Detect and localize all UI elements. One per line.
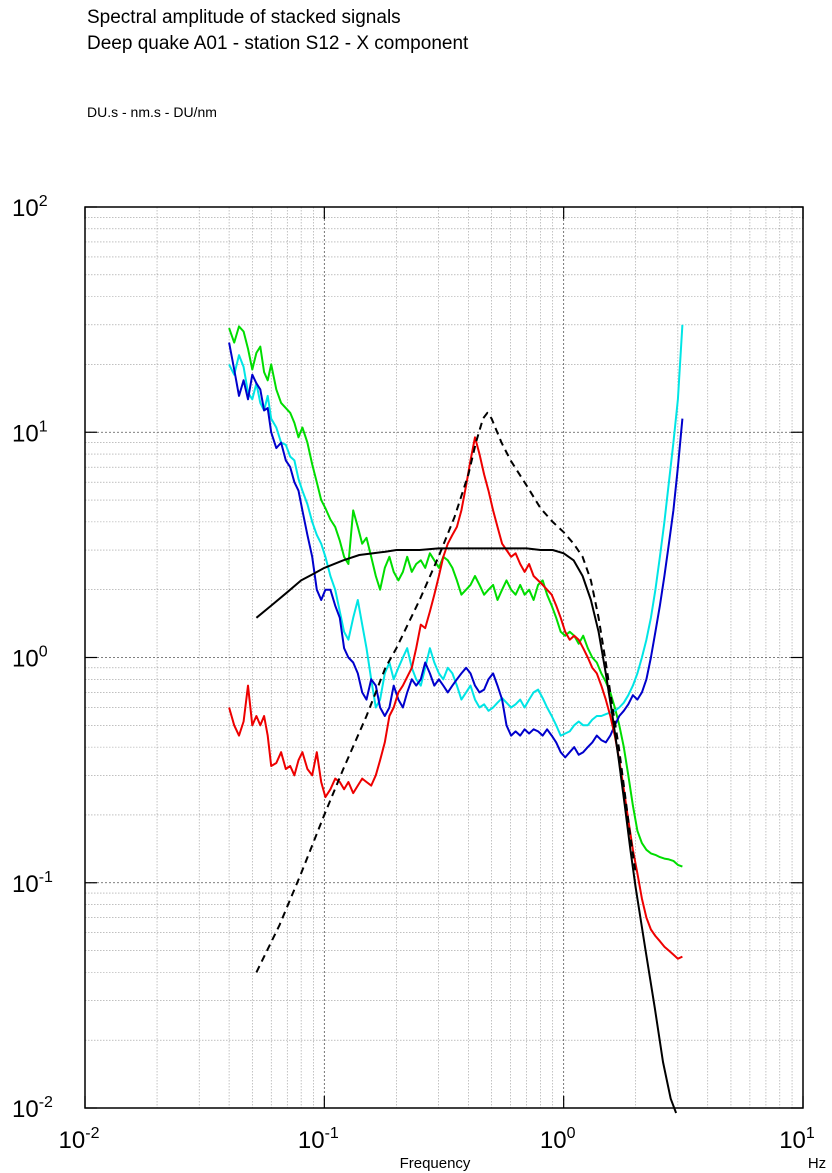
y-tick-label: 10-1 <box>12 869 53 898</box>
series-line-1 <box>228 325 683 868</box>
x-tick-label: 100 <box>540 1125 576 1154</box>
series-line-4 <box>228 436 683 960</box>
units-note: DU.s - nm.s - DU/nm <box>87 104 217 120</box>
series-line-2 <box>228 324 684 737</box>
y-tick-label: 100 <box>12 644 48 673</box>
y-tick-label: 101 <box>12 418 48 447</box>
x-tick-label: 10-1 <box>298 1125 339 1154</box>
series-line-5 <box>255 547 678 1114</box>
chart-title: Spectral amplitude of stacked signals <box>87 7 401 28</box>
series-layer <box>228 324 684 1114</box>
x-axis-label: Frequency <box>400 1155 471 1172</box>
plot-frame <box>84 206 804 1109</box>
chart-subtitle: Deep quake A01 - station S12 - X compone… <box>87 33 469 54</box>
y-tick-label: 102 <box>12 193 48 222</box>
x-tick-label: 101 <box>779 1125 815 1154</box>
x-axis-unit: Hz <box>808 1155 826 1172</box>
series-line-3 <box>228 342 684 759</box>
x-tick-label: 10-2 <box>59 1125 100 1154</box>
major-grid <box>84 206 804 1109</box>
series-line-6 <box>255 411 637 973</box>
axis-ticks <box>84 206 804 1109</box>
axis-labels: 10-2 10-1 100 101 102 101 100 10-1 10-2 Frequency… <box>12 193 826 1172</box>
y-tick-label: 10-2 <box>12 1094 53 1123</box>
minor-grid <box>85 207 803 1108</box>
